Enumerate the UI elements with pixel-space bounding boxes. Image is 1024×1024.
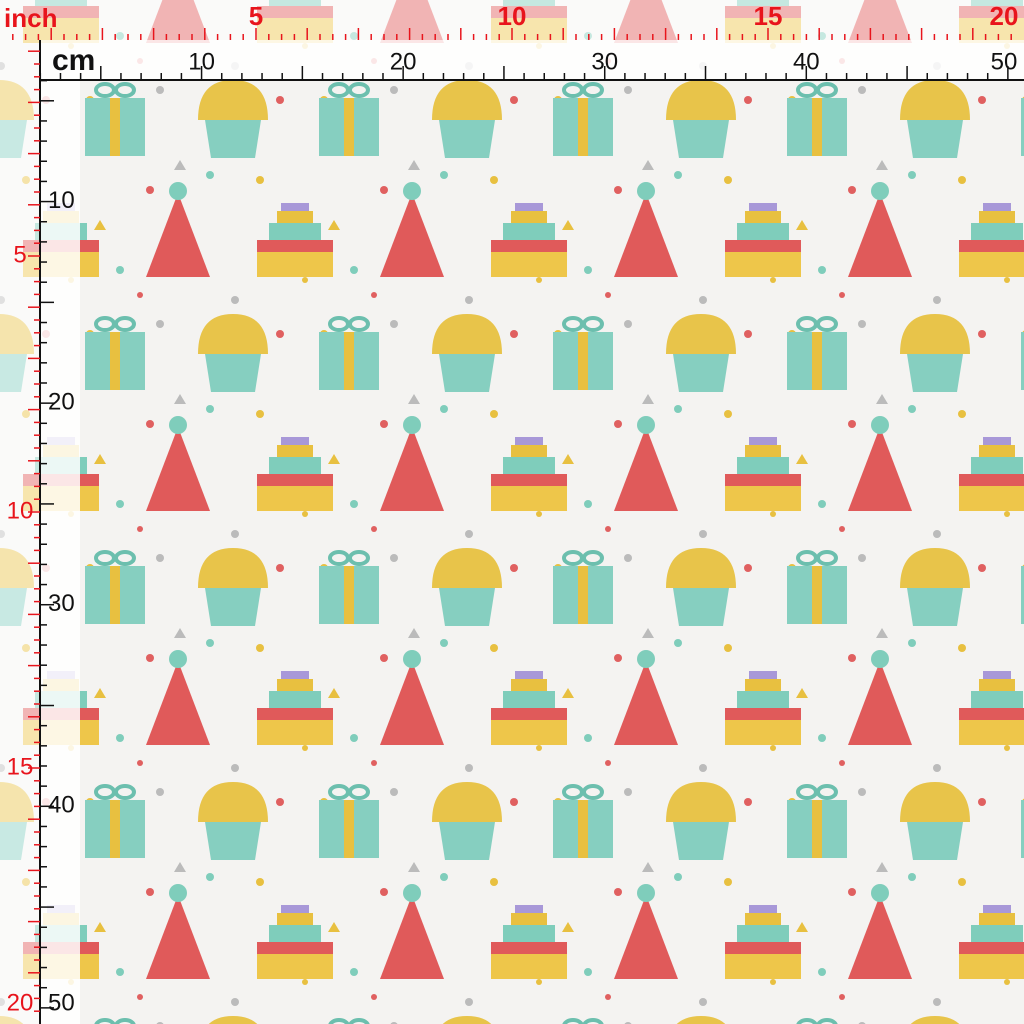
cm-label: 10 bbox=[48, 187, 75, 214]
cm-label: 10 bbox=[188, 48, 215, 75]
cm-label: 30 bbox=[591, 48, 618, 75]
inch-label: 15 bbox=[7, 753, 34, 780]
cm-label: 40 bbox=[793, 48, 820, 75]
inch-label: 10 bbox=[498, 1, 527, 31]
cm-label: 30 bbox=[48, 590, 75, 617]
inch-ruler-left bbox=[0, 40, 40, 1024]
inch-label: 10 bbox=[7, 497, 34, 524]
cm-ruler-top bbox=[40, 40, 1024, 80]
cm-label: 50 bbox=[991, 48, 1018, 75]
inch-label: 5 bbox=[13, 241, 26, 268]
cm-unit: cm bbox=[52, 44, 95, 77]
inch-label: 20 bbox=[990, 1, 1019, 31]
cm-label: 40 bbox=[48, 792, 75, 819]
cm-label: 20 bbox=[390, 48, 417, 75]
cm-label: 50 bbox=[48, 989, 75, 1016]
inch-label: 5 bbox=[249, 1, 263, 31]
inch-label: 15 bbox=[754, 1, 783, 31]
cm-label: 20 bbox=[48, 388, 75, 415]
inch-label: 20 bbox=[7, 989, 34, 1016]
inch-unit: inch bbox=[4, 3, 57, 33]
